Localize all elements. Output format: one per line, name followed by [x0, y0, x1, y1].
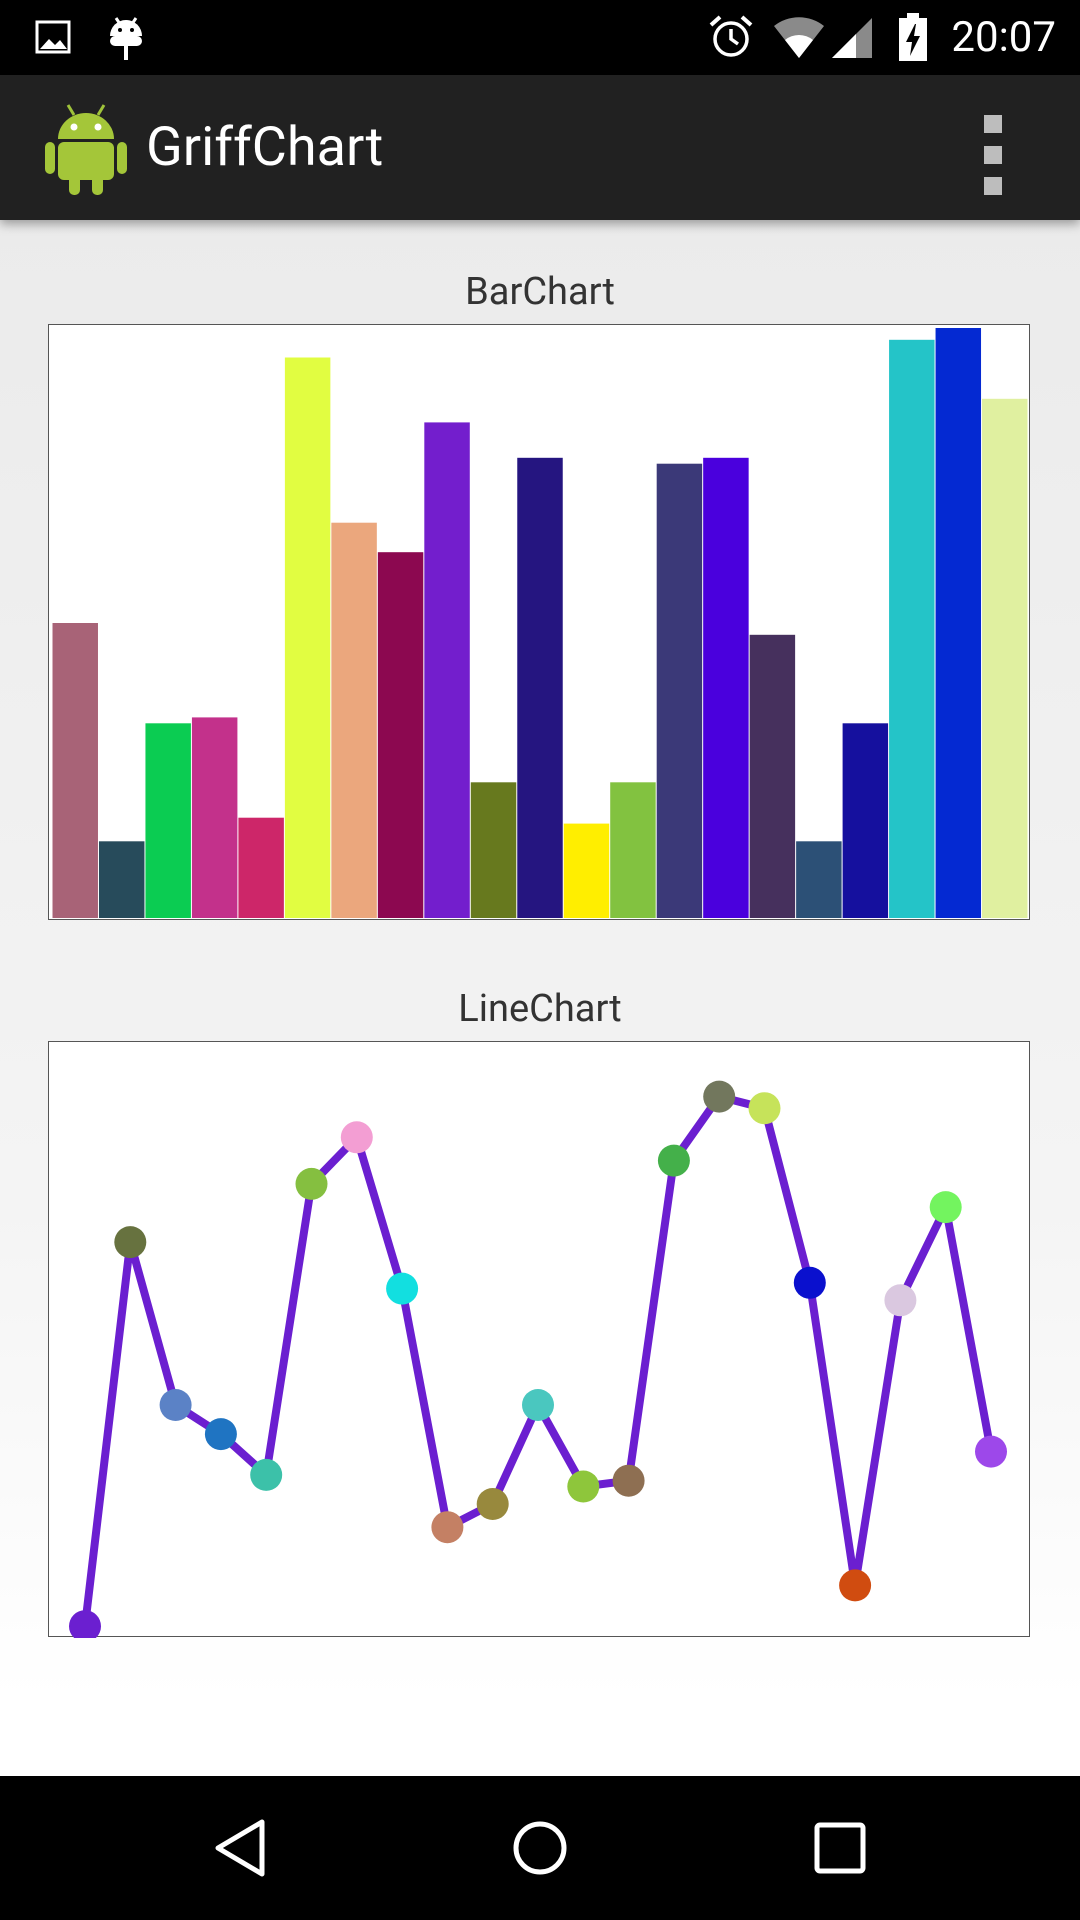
bar-16 — [749, 634, 796, 918]
recents-icon[interactable] — [812, 1820, 868, 1876]
image-notification-icon — [35, 20, 71, 54]
bar-12 — [563, 823, 610, 918]
line-chart — [48, 1041, 1030, 1638]
status-bar: 20:07 — [0, 0, 1080, 75]
signal-icon — [832, 18, 872, 58]
line-point-19 — [884, 1284, 917, 1317]
line-point-6 — [295, 1167, 328, 1200]
line-point-8 — [386, 1272, 419, 1305]
wifi-icon — [774, 17, 824, 58]
navigation-bar — [0, 1776, 1080, 1920]
line-point-3 — [159, 1389, 192, 1421]
android-debug-icon — [110, 17, 142, 60]
bar-19 — [889, 339, 935, 918]
line-series — [81, 1092, 995, 1627]
bar-2 — [98, 841, 145, 918]
line-point-4 — [204, 1418, 237, 1451]
line-chart-title: LineChart — [458, 987, 622, 1031]
bar-17 — [796, 841, 842, 918]
bar-3 — [145, 723, 191, 918]
bar-13 — [610, 782, 656, 918]
line-point-14 — [657, 1144, 690, 1177]
back-icon[interactable] — [210, 1816, 270, 1880]
line-point-13 — [612, 1464, 645, 1497]
bar-6 — [284, 357, 331, 918]
bar-chart-title: BarChart — [465, 270, 615, 314]
bar-1 — [52, 623, 98, 918]
bar-9 — [424, 422, 470, 918]
app-title: GriffChart — [146, 116, 384, 179]
bar-18 — [842, 723, 889, 918]
line-point-16 — [748, 1092, 781, 1125]
alarm-icon — [709, 15, 753, 57]
home-icon[interactable] — [510, 1818, 570, 1878]
line-point-5 — [250, 1458, 283, 1491]
status-clock: 20:07 — [951, 13, 1056, 62]
bar-4 — [191, 717, 238, 918]
bar-chart-plot — [52, 328, 1028, 918]
bar-chart — [48, 324, 1030, 920]
bar-21 — [982, 398, 1028, 918]
android-robot-icon[interactable] — [44, 101, 128, 197]
bar-14 — [656, 463, 703, 918]
app-bar: GriffChart — [0, 75, 1080, 220]
bar-5 — [238, 817, 284, 918]
bar-10 — [470, 782, 517, 918]
line-point-20 — [929, 1191, 962, 1224]
battery-charging-icon — [899, 13, 927, 61]
line-point-11 — [522, 1389, 554, 1421]
line-point-18 — [839, 1569, 872, 1602]
line-point-10 — [476, 1488, 509, 1520]
line-point-7 — [340, 1121, 373, 1154]
bar-11 — [517, 457, 563, 918]
bar-15 — [703, 457, 749, 918]
line-point-15 — [703, 1080, 736, 1113]
line-point-2 — [114, 1226, 147, 1259]
bar-7 — [331, 522, 377, 918]
overflow-menu-icon[interactable] — [984, 115, 1010, 195]
bar-20 — [935, 328, 982, 918]
line-point-1 — [69, 1610, 101, 1638]
line-chart-plot — [69, 1080, 1007, 1638]
line-point-9 — [431, 1511, 464, 1544]
line-point-12 — [567, 1470, 600, 1503]
line-point-17 — [793, 1266, 826, 1299]
line-point-21 — [975, 1435, 1007, 1468]
bar-8 — [377, 552, 424, 918]
